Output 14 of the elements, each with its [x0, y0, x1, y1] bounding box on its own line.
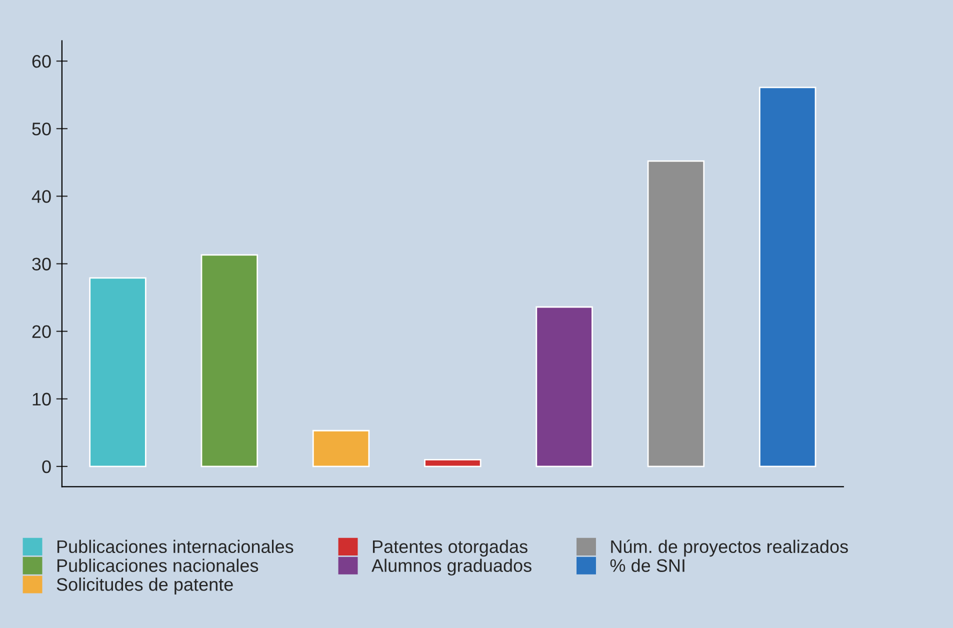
- legend-label: Solicitudes de patente: [56, 578, 233, 594]
- y-tick-label: 60: [32, 55, 51, 68]
- y-tick-label: 50: [32, 122, 51, 136]
- y-tick-label: 0: [42, 460, 51, 474]
- legend-label: Publicaciones internacionales: [57, 540, 294, 554]
- y-tick-label: 20: [32, 325, 51, 338]
- legend-label: Publicaciones nacionales: [57, 558, 258, 572]
- legend-label: % de SNI: [610, 558, 684, 572]
- y-tick-label: 10: [32, 392, 51, 406]
- legend-label: Núm. de proyectos realizados: [611, 540, 848, 557]
- y-tick-label: 30: [32, 258, 51, 270]
- y-tick-label: 40: [32, 190, 51, 203]
- legend-label: Alumnos graduados: [372, 558, 532, 576]
- legend-label: Patentes otorgadas: [372, 540, 528, 557]
